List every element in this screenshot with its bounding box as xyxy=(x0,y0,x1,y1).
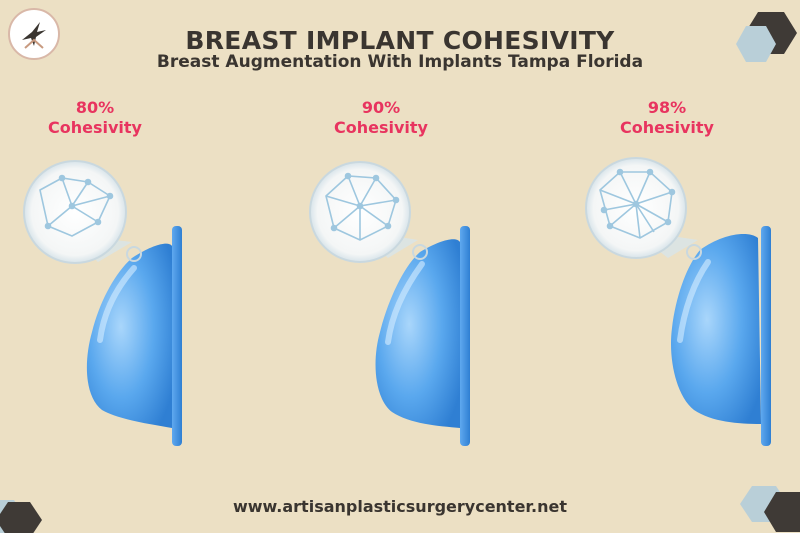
cohesivity-percent: 80% xyxy=(75,98,115,117)
implant-98 xyxy=(585,157,771,446)
hexagon-decoration xyxy=(0,502,42,533)
cohesivity-text: Cohesivity xyxy=(48,118,142,137)
implant-label-80: 80% Cohesivity xyxy=(20,98,170,138)
website-url: www.artisanplasticsurgerycenter.net xyxy=(232,497,568,516)
page-title: BREAST IMPLANT COHESIVITY xyxy=(185,26,615,55)
bird-logo-icon xyxy=(22,22,46,49)
cohesivity-text: Cohesivity xyxy=(620,118,714,137)
cohesivity-percent: 90% xyxy=(361,98,401,117)
implant-90 xyxy=(309,161,470,446)
hexagon-decoration xyxy=(736,26,776,62)
page-subtitle: Breast Augmentation With Implants Tampa … xyxy=(156,52,644,72)
cohesivity-percent: 98% xyxy=(647,98,687,117)
hexagon-decoration xyxy=(764,492,800,532)
implant-80 xyxy=(23,160,182,446)
cohesivity-text: Cohesivity xyxy=(334,118,428,137)
logo xyxy=(8,8,60,60)
implant-label-90: 90% Cohesivity xyxy=(306,98,456,138)
implant-label-98: 98% Cohesivity xyxy=(592,98,742,138)
